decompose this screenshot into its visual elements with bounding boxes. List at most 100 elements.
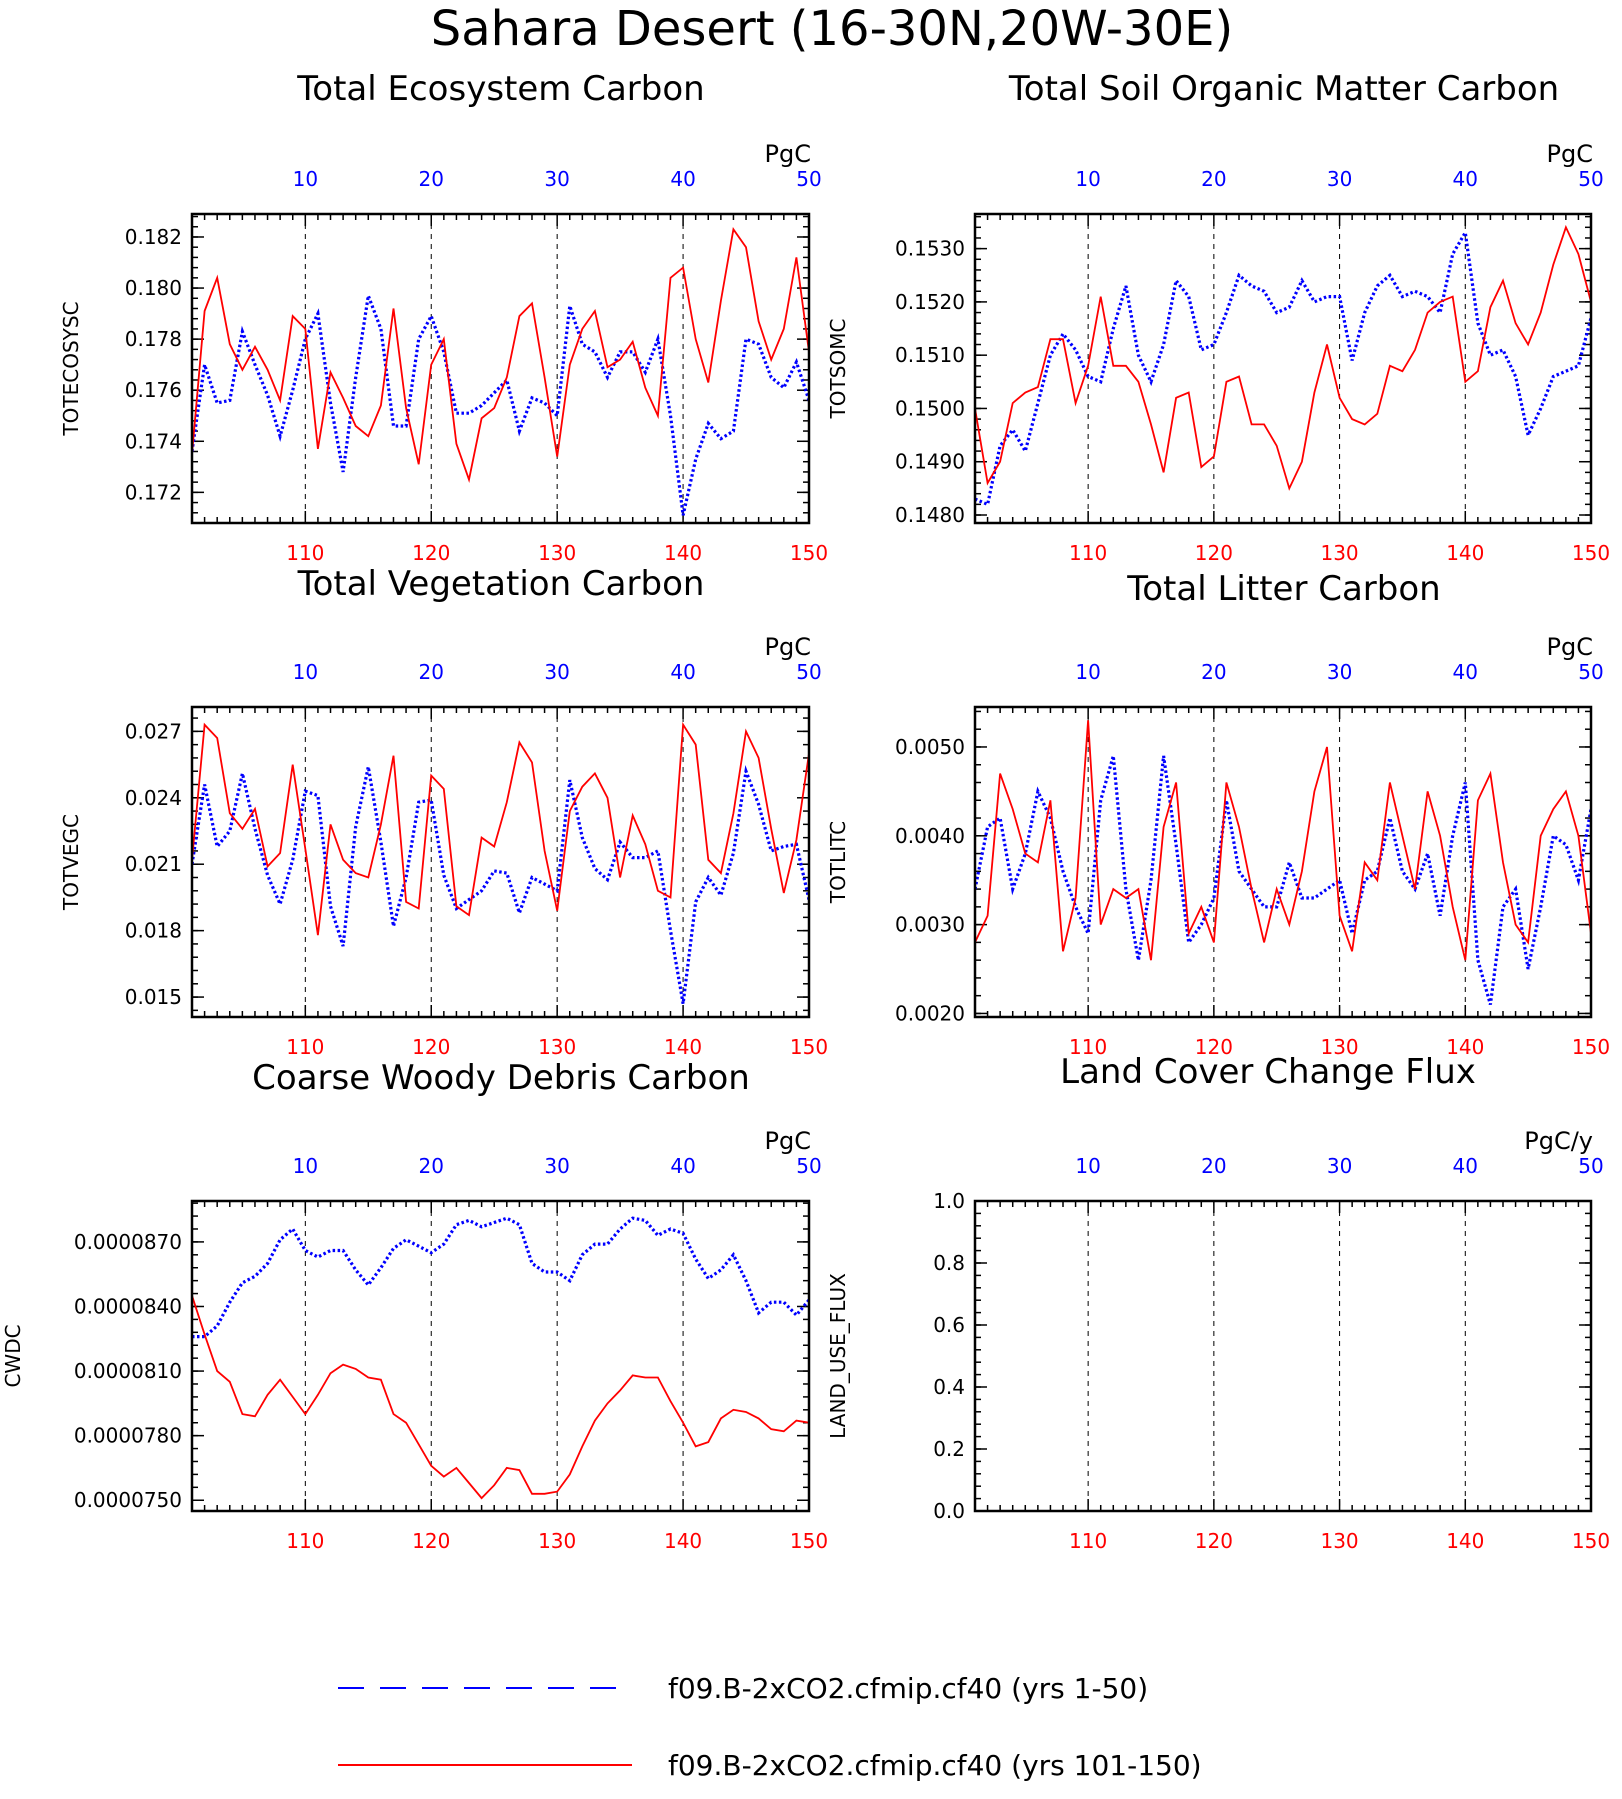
x-top-tick-label: 40 — [1453, 1154, 1478, 1178]
x-top-tick-label: 30 — [1327, 167, 1352, 191]
x-top-tick-label: 30 — [544, 1154, 569, 1178]
y-tick-label: 0.182 — [125, 225, 182, 249]
x-bottom-tick-label: 140 — [664, 541, 702, 565]
y-tick-label: 0.0000870 — [74, 1230, 182, 1254]
x-bottom-tick-label: 130 — [538, 1529, 576, 1553]
x-bottom-tick-label: 120 — [1195, 1529, 1233, 1553]
x-top-tick-label: 50 — [1578, 1154, 1603, 1178]
plot-frame — [190, 705, 811, 1019]
y-tick-label: 0.0030 — [895, 913, 965, 937]
y-tick-label: 0.6 — [933, 1313, 965, 1337]
series-line-yrs-101-150 — [192, 227, 809, 483]
series-line-yrs-1-50 — [975, 755, 1591, 1006]
y-tick-label: 0.1530 — [895, 237, 965, 261]
y-axis-label: TOTSOMC — [826, 319, 850, 420]
panel-land-use-flux: Land Cover Change Flux 1.0 0.8 0.6 0.4 0.2 0.0… — [826, 1052, 1610, 1553]
x-top-tick-label: 20 — [1201, 1154, 1226, 1178]
x-bottom-tick-label: 150 — [790, 1529, 828, 1553]
x-bottom-tick-label: 130 — [1320, 541, 1358, 565]
unit-label: PgC — [765, 140, 811, 168]
page-title: Sahara Desert (16-30N,20W-30E) — [431, 1, 1233, 57]
y-tick-label: 0.0020 — [895, 1001, 965, 1025]
y-tick-label: 0.018 — [125, 919, 182, 943]
x-bottom-tick-label: 130 — [538, 541, 576, 565]
y-tick-label: 0.0050 — [895, 735, 965, 759]
panel-title: Land Cover Change Flux — [1060, 1052, 1476, 1092]
unit-label: PgC — [1547, 633, 1593, 661]
x-top-tick-label: 50 — [796, 660, 821, 684]
x-bottom-tick-label: 110 — [286, 541, 324, 565]
x-bottom-tick-label: 120 — [412, 1035, 450, 1059]
x-bottom-tick-label: 120 — [412, 541, 450, 565]
series-line-yrs-101-150 — [192, 1295, 809, 1500]
x-bottom-tick-label: 140 — [1446, 1529, 1484, 1553]
x-bottom-tick-label: 120 — [1195, 1035, 1233, 1059]
y-tick-label: 0.176 — [125, 378, 182, 402]
y-tick-label: 0.0000750 — [74, 1488, 182, 1512]
x-top-tick-label: 40 — [670, 167, 695, 191]
x-bottom-tick-label: 120 — [1195, 541, 1233, 565]
x-top-tick-label: 50 — [1578, 660, 1603, 684]
y-tick-label: 0.8 — [933, 1251, 965, 1275]
x-bottom-tick-label: 130 — [1320, 1035, 1358, 1059]
panel-totvegc: Total Vegetation Carbon 0.027 0.024 0.021 0.… — [59, 564, 828, 1059]
legend-blue-label: f09.B-2xCO2.cfmip.cf40 (yrs 1-50) — [668, 1672, 1148, 1705]
x-bottom-tick-label: 150 — [1572, 541, 1610, 565]
y-tick-label: 0.1510 — [895, 343, 965, 367]
x-top-tick-label: 40 — [670, 1154, 695, 1178]
x-top-tick-label: 20 — [1201, 660, 1226, 684]
y-tick-label: 0.015 — [125, 985, 182, 1009]
x-top-tick-label: 20 — [1201, 167, 1226, 191]
series-line-yrs-1-50 — [192, 1216, 809, 1339]
panel-totsomc: Total Soil Organic Matter Carbon 0.1530 0.… — [826, 69, 1610, 565]
plot-frame — [190, 1199, 811, 1513]
x-top-tick-label: 40 — [1453, 167, 1478, 191]
y-tick-label: 0.178 — [125, 327, 182, 351]
y-tick-label: 0.180 — [125, 276, 182, 300]
x-top-tick-label: 10 — [293, 660, 318, 684]
y-tick-label: 1.0 — [933, 1189, 965, 1213]
x-bottom-tick-label: 110 — [1069, 1529, 1107, 1553]
x-top-tick-label: 30 — [1327, 660, 1352, 684]
series-line-yrs-101-150 — [975, 720, 1591, 961]
unit-label: PgC — [765, 633, 811, 661]
panel-title: Total Litter Carbon — [1126, 569, 1440, 609]
y-axis-label: TOTVEGC — [59, 814, 83, 911]
series-line-yrs-1-50 — [192, 764, 809, 1004]
panel-title: Coarse Woody Debris Carbon — [252, 1058, 750, 1098]
unit-label: PgC/y — [1524, 1127, 1593, 1155]
y-tick-label: 0.027 — [125, 719, 182, 743]
x-bottom-tick-label: 150 — [1572, 1035, 1610, 1059]
plot-frame — [190, 212, 811, 525]
unit-label: PgC — [1547, 140, 1593, 168]
x-bottom-tick-label: 140 — [664, 1529, 702, 1553]
y-axis-label: CWDC — [1, 1324, 25, 1387]
x-bottom-tick-label: 150 — [1572, 1529, 1610, 1553]
y-tick-label: 0.0040 — [895, 824, 965, 848]
x-top-tick-label: 50 — [796, 167, 821, 191]
x-top-tick-label: 10 — [1075, 660, 1100, 684]
x-top-tick-label: 50 — [796, 1154, 821, 1178]
panel-cwdc: Coarse Woody Debris Carbon 0.0000870 0.000… — [1, 1058, 828, 1553]
plot-frame — [973, 212, 1593, 525]
x-top-tick-label: 10 — [1075, 167, 1100, 191]
plot-frame — [973, 1199, 1593, 1513]
x-bottom-tick-label: 120 — [412, 1529, 450, 1553]
x-top-tick-label: 10 — [1075, 1154, 1100, 1178]
x-top-tick-label: 50 — [1578, 167, 1603, 191]
y-axis-label: LAND_USE_FLUX — [826, 1273, 850, 1439]
y-tick-label: 0.021 — [125, 852, 182, 876]
panel-totlitc: Total Litter Carbon 0.0050 0.0040 0.0030 0.0… — [826, 569, 1610, 1059]
panel-title: Total Ecosystem Carbon — [296, 69, 704, 109]
y-tick-label: 0.0000810 — [74, 1359, 182, 1383]
x-top-tick-label: 30 — [544, 167, 569, 191]
plot-frame — [973, 705, 1593, 1019]
x-top-tick-label: 10 — [293, 1154, 318, 1178]
legend-red-label: f09.B-2xCO2.cfmip.cf40 (yrs 101-150) — [668, 1749, 1202, 1782]
x-top-tick-label: 20 — [419, 167, 444, 191]
x-bottom-tick-label: 140 — [664, 1035, 702, 1059]
y-tick-label: 0.1490 — [895, 450, 965, 474]
series-line-yrs-101-150 — [192, 721, 809, 936]
y-axis-label: TOTLITC — [826, 821, 850, 904]
